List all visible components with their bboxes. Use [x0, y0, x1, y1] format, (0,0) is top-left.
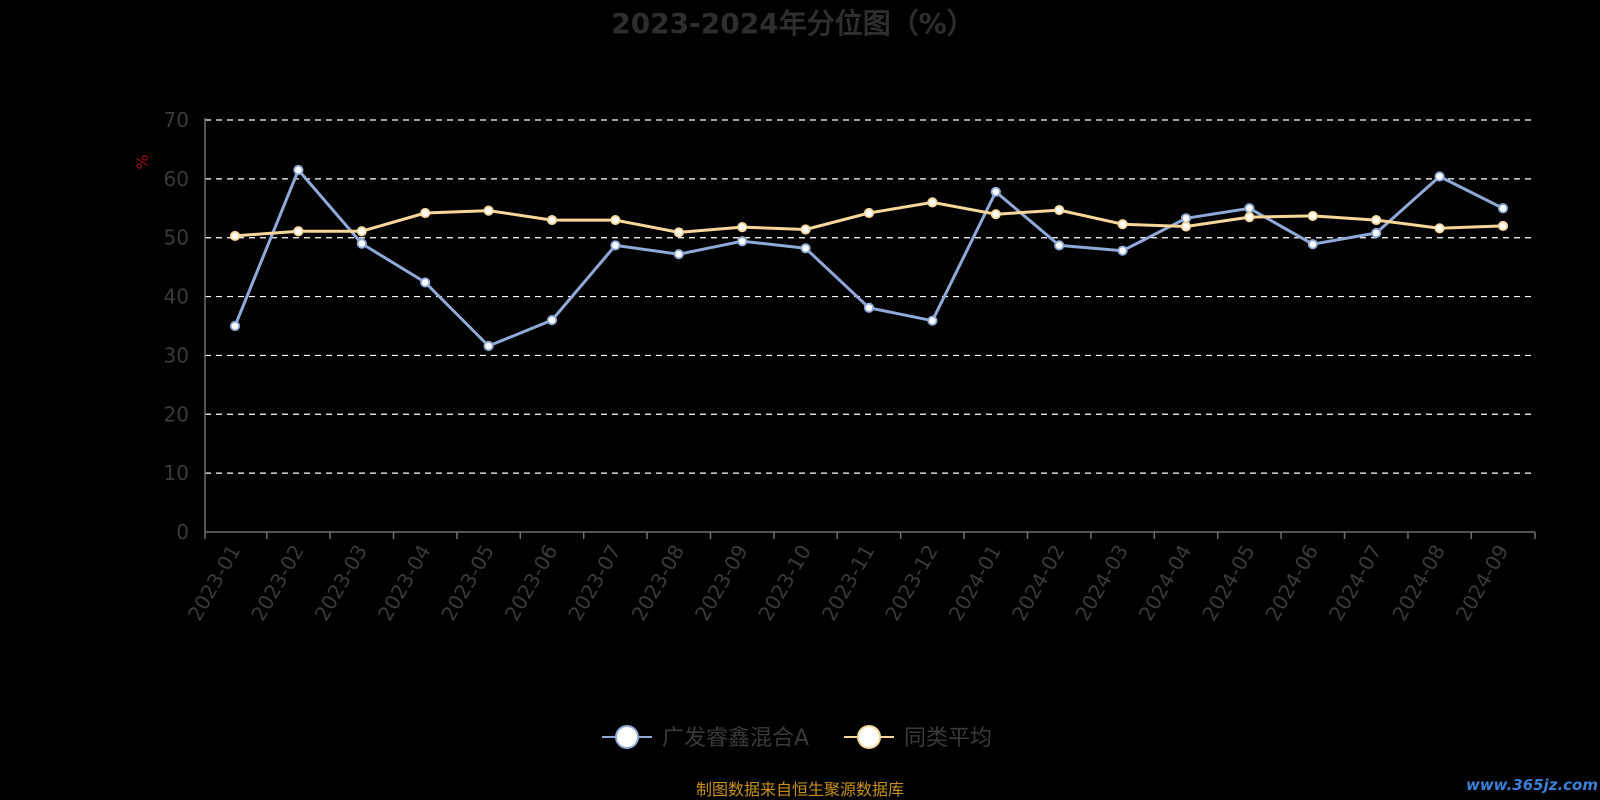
- x-tick-2023-06: 2023-06: [500, 541, 563, 625]
- y-tick-labels: 0 10 20 30 40 50 60 70: [164, 108, 189, 544]
- series-2-point-2024-07: [1371, 214, 1382, 226]
- legend-label-1: 广发睿鑫混合A: [662, 726, 809, 751]
- series-1-point-2024-08: [1434, 171, 1445, 182]
- chart-title: 2023-2024年分位图（%）: [611, 7, 975, 40]
- series-1-point-2023-04: [420, 277, 431, 288]
- series-1-point-2023-09: [737, 236, 748, 247]
- y-tick-60: 60: [164, 167, 189, 191]
- series-2-point-2024-06: [1307, 210, 1318, 222]
- x-tick-2023-10: 2023-10: [753, 541, 816, 625]
- series-2-point-2023-01: [229, 230, 241, 242]
- x-tick-2024-04: 2024-04: [1134, 541, 1197, 625]
- series-1-point-2024-02: [1054, 240, 1065, 251]
- x-tick-labels: 2023-01 2023-02 2023-03 2023-04 2023-05 2023-…: [183, 541, 1514, 625]
- series-lines: [229, 164, 1509, 352]
- x-tick-2023-08: 2023-08: [627, 541, 690, 625]
- axes: [204, 118, 1536, 539]
- y-tick-70: 70: [164, 108, 189, 132]
- x-tick-2023-03: 2023-03: [310, 541, 373, 625]
- series-2-point-2023-05: [483, 205, 494, 216]
- x-tick-2023-07: 2023-07: [563, 541, 626, 625]
- series-2-point-2024-04: [1180, 221, 1192, 232]
- series-1-point-2024-04: [1180, 213, 1192, 224]
- y-tick-40: 40: [164, 285, 189, 309]
- x-tick-2023-11: 2023-11: [817, 541, 880, 625]
- x-tick-2023-02: 2023-02: [246, 541, 309, 625]
- series-2-point-2024-02: [1054, 204, 1065, 216]
- series-1-point-2023-10: [800, 243, 811, 254]
- y-tick-0: 0: [176, 520, 189, 544]
- x-tick-2024-05: 2024-05: [1197, 541, 1260, 625]
- x-tick-2024-09: 2024-09: [1451, 541, 1514, 625]
- grid-lines: [205, 119, 1535, 474]
- legend-item-2[interactable]: 同类平均: [844, 725, 992, 751]
- x-tick-2024-01: 2024-01: [944, 541, 1007, 625]
- series-2-point-2023-06: [546, 214, 558, 226]
- x-tick-2024-06: 2024-06: [1261, 541, 1324, 625]
- y-tick-50: 50: [164, 226, 189, 250]
- series-1-point-2023-12: [927, 315, 938, 326]
- x-tick-2023-12: 2023-12: [880, 541, 943, 625]
- series-2-point-2023-08: [673, 227, 684, 238]
- y-tick-10: 10: [164, 461, 189, 485]
- series-2-point-2024-01: [990, 209, 1001, 220]
- legend-label-2: 同类平均: [904, 726, 992, 751]
- series-2-point-2024-05: [1244, 212, 1255, 223]
- series-2-point-2024-08: [1434, 223, 1445, 234]
- series-1-point-2024-09: [1497, 203, 1509, 214]
- series-1-point-2024-05: [1244, 203, 1255, 214]
- series-2-point-2024-09: [1497, 220, 1509, 232]
- series-2-point-2023-10: [800, 224, 811, 235]
- x-tick-2024-07: 2024-07: [1324, 541, 1387, 625]
- series-1-point-2024-01: [990, 186, 1001, 197]
- series-1-point-2023-05: [483, 340, 494, 352]
- series-1-point-2023-08: [673, 249, 684, 260]
- series-1-point-2023-03: [356, 238, 367, 249]
- series-2-point-2023-04: [420, 207, 431, 219]
- y-tick-20: 20: [164, 402, 189, 426]
- series-2-point-2023-02: [293, 226, 304, 237]
- x-tick-2023-05: 2023-05: [436, 541, 499, 625]
- watermark: www.365jz.com: [1466, 776, 1598, 794]
- series-1-point-2023-07: [610, 240, 621, 251]
- series-2-point-2023-11: [863, 207, 875, 219]
- series-1-point-2024-06: [1307, 239, 1318, 250]
- series-2-point-2023-07: [610, 214, 621, 226]
- legend-marker-1: [615, 725, 639, 749]
- series-2-point-2023-09: [737, 222, 748, 233]
- source-note: 制图数据来自恒生聚源数据库: [696, 780, 904, 799]
- series-1-point-2024-03: [1117, 245, 1128, 256]
- series-2-point-2024-03: [1117, 219, 1128, 230]
- series-1-point-2024-07: [1371, 227, 1382, 239]
- x-tick-2024-08: 2024-08: [1387, 541, 1450, 625]
- x-tick-2023-04: 2023-04: [373, 541, 436, 625]
- x-tick-2023-01: 2023-01: [183, 541, 246, 625]
- y-axis-label: %: [133, 154, 152, 169]
- legend[interactable]: 广发睿鑫混合A 同类平均: [602, 725, 992, 751]
- series-2-point-2023-03: [356, 226, 367, 237]
- x-tick-2024-03: 2024-03: [1070, 541, 1133, 625]
- series-1-point-2023-11: [863, 302, 875, 313]
- x-tick-2023-09: 2023-09: [690, 541, 753, 625]
- series-1-point-2023-02: [293, 164, 304, 176]
- series-line-1: [233, 168, 1504, 348]
- series-1-point-2023-06: [546, 315, 558, 326]
- x-tick-2024-02: 2024-02: [1007, 541, 1070, 625]
- series-1-point-2023-01: [229, 320, 241, 332]
- legend-item-1[interactable]: 广发睿鑫混合A: [602, 725, 809, 751]
- legend-marker-2: [857, 725, 881, 749]
- series-2-point-2023-12: [927, 197, 938, 208]
- y-tick-30: 30: [164, 343, 189, 367]
